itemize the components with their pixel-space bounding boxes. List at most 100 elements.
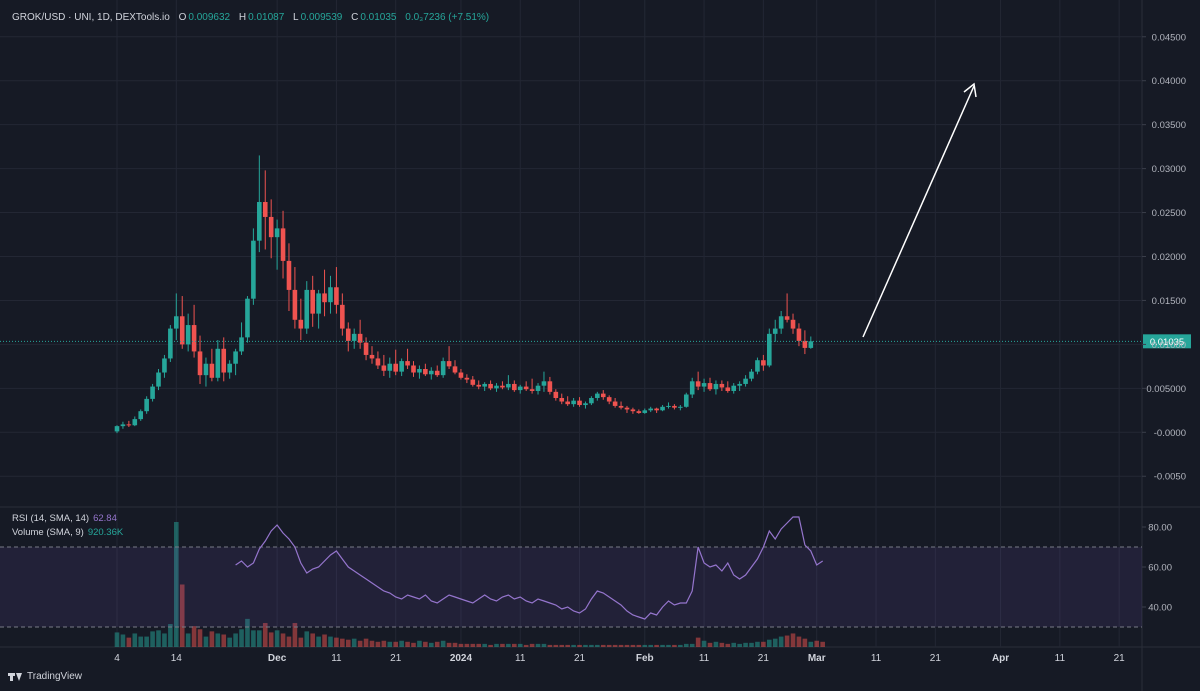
candle-body <box>796 328 802 341</box>
candle <box>233 348 238 376</box>
candle-body <box>150 386 155 399</box>
volume-bar <box>577 644 582 647</box>
candle <box>767 328 772 368</box>
volume-bar <box>778 636 784 647</box>
candle-body <box>772 328 778 334</box>
candle-body <box>612 401 618 406</box>
candle <box>156 369 161 391</box>
candle <box>322 269 327 317</box>
candle-body <box>138 411 144 420</box>
x-tick-label: 21 <box>390 653 402 664</box>
candle <box>209 348 215 382</box>
candle <box>369 346 375 364</box>
candle-body <box>565 401 570 405</box>
volume-bar <box>458 643 464 647</box>
candle-body <box>559 398 565 402</box>
volume-bar <box>707 642 713 647</box>
rsi-tick-label: 80.00 <box>1148 523 1172 534</box>
volume-bar <box>689 643 695 647</box>
volume-bar <box>126 637 132 647</box>
volume-bar <box>156 630 161 647</box>
y-tick-label: 0.03000 <box>1152 164 1186 175</box>
candle-body <box>512 383 517 391</box>
x-tick-label: 11 <box>1055 653 1066 664</box>
candle-body <box>529 389 535 391</box>
volume-bar <box>583 644 588 647</box>
rsi-line <box>235 516 824 620</box>
volume-bar <box>595 644 600 647</box>
volume-bar <box>162 633 167 647</box>
volume-bar <box>648 644 653 647</box>
current-price-badge <box>1143 334 1191 349</box>
tradingview-branding[interactable]: TradingView <box>8 671 82 682</box>
y-tick-label: 0.04500 <box>1152 32 1186 43</box>
volume-bar <box>357 640 363 647</box>
candle <box>120 421 126 429</box>
candle <box>512 380 517 392</box>
open-label: O <box>178 12 187 23</box>
volume-bar <box>494 643 499 647</box>
candle-body <box>268 216 274 238</box>
volume-bar <box>132 633 138 647</box>
candle-body <box>506 383 511 388</box>
volume-bar <box>179 584 185 647</box>
candle-body <box>589 398 594 404</box>
candle <box>772 319 778 342</box>
current-price-label: 0.01035 <box>1150 337 1184 348</box>
candle-body <box>541 381 547 386</box>
candle <box>749 369 754 382</box>
candle <box>345 322 351 352</box>
candle <box>262 170 268 250</box>
candle-body <box>707 383 713 390</box>
candle <box>375 351 381 370</box>
volume-bar <box>387 641 393 647</box>
candle-body <box>713 383 719 390</box>
volume-bar <box>559 644 565 647</box>
candle <box>719 380 725 391</box>
candle <box>725 381 731 393</box>
volume-bar <box>784 635 790 647</box>
rsi-pane <box>0 516 1142 628</box>
candle-body <box>310 289 315 314</box>
candle-body <box>600 393 606 398</box>
candle <box>179 296 185 349</box>
rsi-legend: RSI (14, SMA, 14) 62.84 <box>12 513 117 524</box>
overlay: 0.01035 <box>0 82 1191 349</box>
candle <box>286 243 292 311</box>
volume-bar <box>761 641 766 647</box>
candle-body <box>482 383 487 387</box>
volume-bar <box>683 643 689 647</box>
candle-body <box>517 386 523 391</box>
candle-body <box>446 361 452 367</box>
candle-body <box>535 385 541 391</box>
candle-body <box>624 407 630 410</box>
candle-body <box>654 408 659 411</box>
candle-body <box>114 426 120 432</box>
candle-body <box>476 384 482 387</box>
trend-arrow-head <box>963 82 977 98</box>
volume-bar <box>316 636 321 647</box>
candle <box>678 405 683 411</box>
volume-bar <box>678 644 683 647</box>
y-tick-label: 0.02500 <box>1152 208 1186 219</box>
x-tick-label: 21 <box>758 653 770 664</box>
candle <box>778 310 784 334</box>
volume-bar <box>606 644 612 647</box>
candle <box>636 409 642 414</box>
change-value: 0.0₃7236 (+7.51%) <box>405 12 490 23</box>
candle <box>470 376 476 387</box>
volume-bar <box>535 643 541 647</box>
volume-bar <box>731 642 737 647</box>
candle <box>802 330 808 355</box>
candle-body <box>215 348 221 378</box>
volume-bar <box>286 636 292 647</box>
volume-bar <box>274 630 280 647</box>
candle <box>517 384 523 394</box>
candle <box>713 380 719 395</box>
candle <box>417 365 422 379</box>
candle <box>440 357 446 378</box>
volume-bar <box>209 631 215 647</box>
x-tick-label: 2024 <box>450 653 473 664</box>
candle-body <box>340 304 345 329</box>
candle-body <box>500 385 505 388</box>
